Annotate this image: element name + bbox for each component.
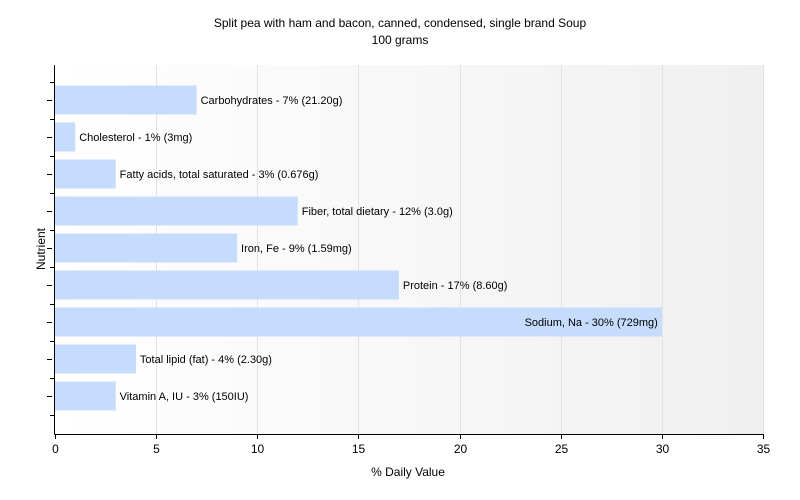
bar-data-label: Fiber, total dietary - 12% (3.0g) [302,206,453,218]
bar [55,233,238,263]
bar [55,270,399,300]
bar-data-label: Sodium, Na - 30% (729mg) [525,317,658,329]
bar-data-label: Total lipid (fat) - 4% (2.30g) [140,354,272,366]
bar-data-label: Fatty acids, total saturated - 3% (0.676… [120,169,319,181]
x-tick-label: 35 [757,442,771,456]
gridlines [156,65,764,434]
bar-data-label: Cholesterol - 1% (3mg) [79,132,192,144]
y-axis-title: Nutrient [34,227,48,270]
bar [55,159,116,189]
bar-data-label: Iron, Fe - 9% (1.59mg) [241,243,352,255]
bar [55,307,662,337]
bar [55,196,298,226]
x-tick-label: 25 [555,442,569,456]
chart-subtitle: 100 grams [372,33,429,47]
bars-group [55,85,662,411]
bar [55,381,116,411]
axes-group [54,65,763,435]
bar-data-label: Protein - 17% (8.60g) [403,280,508,292]
chart-title: Split pea with ham and bacon, canned, co… [214,16,587,30]
bar-data-label: Vitamin A, IU - 3% (150IU) [120,391,249,403]
x-tick-label: 0 [52,442,59,456]
bar [55,122,76,152]
x-tick-label: 15 [352,442,366,456]
x-axis-title: % Daily Value [371,465,445,479]
bar [55,85,197,115]
x-tick-label: 30 [656,442,670,456]
bar [55,344,136,374]
x-tick-label: 10 [251,442,265,456]
bar-labels-group: Carbohydrates - 7% (21.20g) Cholesterol -… [79,95,658,403]
y-ticks-group [47,82,55,416]
x-ticks-group: 0 5 10 15 20 25 30 35 [52,434,770,456]
x-tick-label: 5 [153,442,160,456]
bar-data-label: Carbohydrates - 7% (21.20g) [201,95,343,107]
x-tick-label: 20 [454,442,468,456]
